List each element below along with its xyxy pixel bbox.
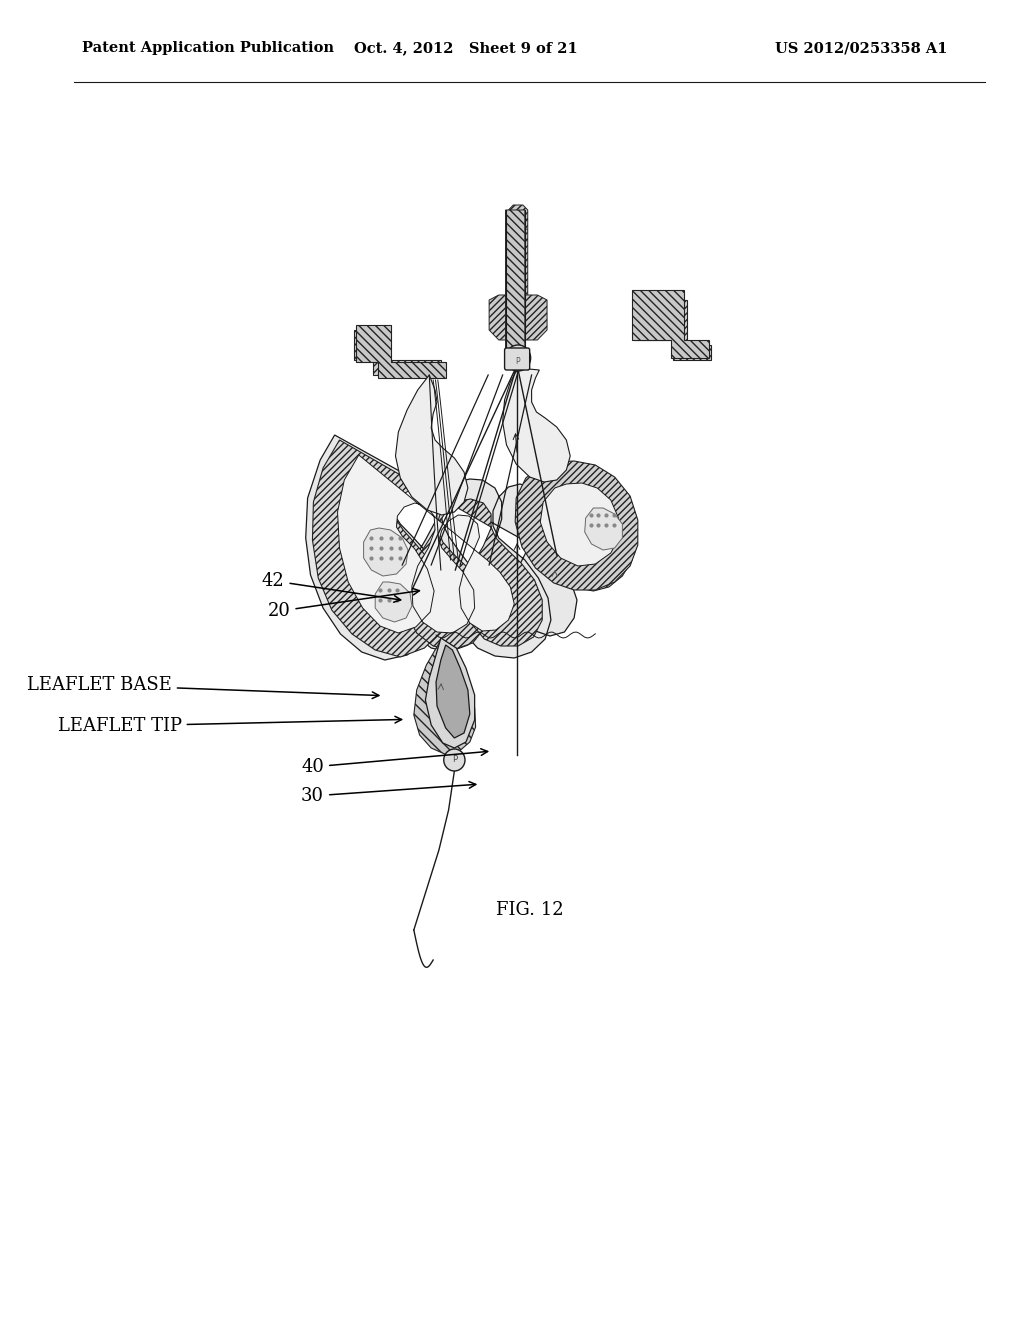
Text: 20: 20	[267, 589, 420, 620]
Circle shape	[506, 345, 530, 371]
Text: Patent Application Publication: Patent Application Publication	[82, 41, 334, 55]
Polygon shape	[509, 205, 527, 319]
Polygon shape	[506, 210, 525, 362]
Polygon shape	[354, 330, 441, 375]
FancyBboxPatch shape	[505, 348, 529, 370]
Polygon shape	[356, 325, 445, 378]
Polygon shape	[436, 645, 470, 738]
Polygon shape	[585, 508, 623, 550]
Polygon shape	[541, 483, 620, 566]
Text: US 2012/0253358 A1: US 2012/0253358 A1	[775, 41, 947, 55]
Text: P: P	[452, 755, 457, 764]
Text: P: P	[515, 358, 519, 367]
Polygon shape	[395, 375, 468, 515]
Text: 30: 30	[301, 781, 476, 805]
Text: FIG. 12: FIG. 12	[496, 902, 563, 919]
Polygon shape	[634, 300, 712, 360]
Circle shape	[443, 748, 465, 771]
Polygon shape	[632, 290, 710, 358]
Polygon shape	[414, 640, 475, 754]
Polygon shape	[306, 436, 577, 660]
Polygon shape	[529, 474, 636, 591]
Polygon shape	[489, 294, 547, 341]
Polygon shape	[515, 461, 638, 590]
Text: LEAFLET TIP: LEAFLET TIP	[57, 717, 401, 735]
Polygon shape	[312, 440, 543, 657]
Text: Oct. 4, 2012   Sheet 9 of 21: Oct. 4, 2012 Sheet 9 of 21	[354, 41, 578, 55]
Polygon shape	[338, 455, 514, 634]
Text: 42: 42	[262, 572, 400, 602]
Polygon shape	[425, 638, 475, 748]
Polygon shape	[503, 368, 570, 482]
Polygon shape	[364, 528, 408, 576]
Text: LEAFLET BASE: LEAFLET BASE	[27, 676, 379, 698]
Polygon shape	[375, 582, 412, 622]
Text: 40: 40	[301, 748, 487, 776]
